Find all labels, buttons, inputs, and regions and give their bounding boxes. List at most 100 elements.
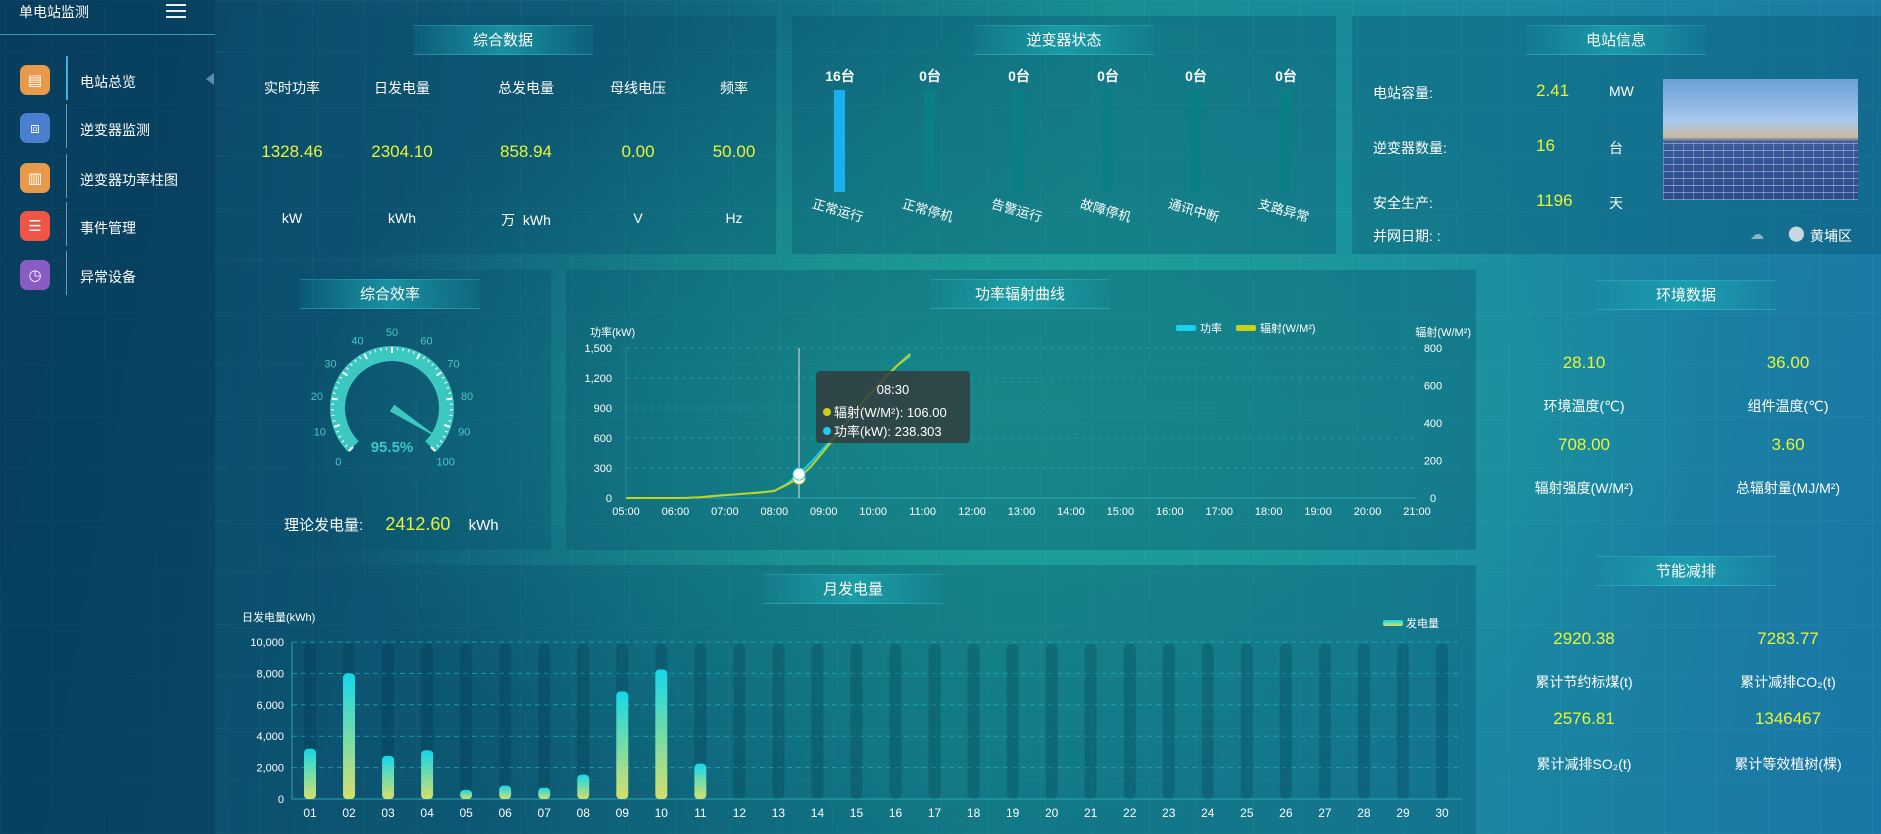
bar[interactable] xyxy=(577,774,590,799)
panel-title: 综合效率 xyxy=(300,279,480,309)
x-tick-label: 21 xyxy=(1084,806,1098,820)
cloud-icon[interactable]: ☁ xyxy=(1750,226,1764,242)
info-unit: 台 xyxy=(1609,140,1623,156)
summary-label: 日发电量 xyxy=(374,80,430,96)
x-tick-label: 09:00 xyxy=(810,506,838,518)
bar[interactable] xyxy=(655,669,668,799)
legend-label[interactable]: 功率 xyxy=(1200,321,1222,335)
inverter-count: 0台 xyxy=(919,68,941,84)
bar[interactable] xyxy=(616,691,629,799)
gauge-tick xyxy=(342,371,349,377)
hamburger-icon[interactable] xyxy=(166,2,186,20)
legend-swatch[interactable] xyxy=(1236,325,1256,331)
y-tick-right: 0 xyxy=(1430,493,1436,505)
x-tick-label: 11:00 xyxy=(909,506,936,518)
x-tick-label: 08:00 xyxy=(761,506,789,518)
tooltip-dot xyxy=(823,427,831,435)
gauge-tick-label: 80 xyxy=(461,391,473,403)
gauge-tick xyxy=(334,386,338,389)
metric-value: 2576.81 xyxy=(1553,709,1615,728)
bar-background xyxy=(772,644,785,799)
sidebar-item[interactable]: ▥ 逆变器功率柱图 xyxy=(0,154,215,202)
inverter-count: 16台 xyxy=(825,68,855,84)
gauge-tick xyxy=(445,430,449,433)
inverter-bar-track xyxy=(1013,90,1024,192)
summary-value: 2304.10 xyxy=(371,142,433,161)
active-indicator-icon xyxy=(206,73,214,85)
inverter-count: 0台 xyxy=(1275,68,1297,84)
x-tick-label: 20:00 xyxy=(1354,506,1382,518)
bar[interactable] xyxy=(694,763,707,799)
inverter-count: 0台 xyxy=(1185,68,1207,84)
bar-background xyxy=(577,644,590,799)
sidebar-item-label: 电站总览 xyxy=(80,74,136,90)
gauge-tick-label: 30 xyxy=(324,358,336,370)
x-tick-label: 21:00 xyxy=(1403,506,1431,518)
metric-value: 7283.77 xyxy=(1757,629,1819,648)
sidebar-item[interactable]: ⧈ 逆变器监测 xyxy=(0,104,215,152)
power-radiation-panel: 功率辐射曲线 功率(kW) 辐射(W/M²) 0 300 600 900 1,200 1,50… xyxy=(566,270,1476,550)
inverter-status-label: 支路异常 xyxy=(1256,196,1311,225)
inverter-bar-track xyxy=(1190,90,1201,192)
clock-list-icon: ◷ xyxy=(20,260,50,290)
bar-background xyxy=(1279,644,1292,799)
x-tick-label: 18 xyxy=(967,806,981,820)
y-tick-left: 1,200 xyxy=(584,373,612,385)
location-text[interactable]: 黄埔区 xyxy=(1810,228,1852,244)
x-tick-label: 08 xyxy=(577,806,591,820)
gauge-tick xyxy=(443,424,451,428)
bar[interactable] xyxy=(343,673,356,799)
legend-label[interactable]: 发电量 xyxy=(1406,616,1439,630)
metric-label: 组件温度(℃) xyxy=(1747,398,1829,414)
gauge-tick xyxy=(448,392,452,395)
bar[interactable] xyxy=(382,755,395,799)
bar-background xyxy=(460,644,473,799)
bar-chart-icon: ▥ xyxy=(20,163,50,193)
metric-label: 累计等效植树(棵) xyxy=(1734,756,1842,772)
legend-swatch[interactable] xyxy=(1383,620,1403,626)
metric-label: 累计减排SO₂(t) xyxy=(1536,756,1632,772)
bar-background xyxy=(694,644,707,799)
x-tick-label: 01 xyxy=(303,806,317,820)
inverter-bar-track xyxy=(1280,90,1291,192)
bar-background xyxy=(967,644,980,799)
y-tick-left: 300 xyxy=(594,463,612,475)
sidebar-item-label: 事件管理 xyxy=(80,220,136,236)
x-tick-label: 14:00 xyxy=(1057,506,1085,518)
sidebar-item[interactable]: ▤ 电站总览 xyxy=(0,56,215,104)
legend-label[interactable]: 辐射(W/M²) xyxy=(1260,321,1316,335)
y-tick-left: 0 xyxy=(606,493,612,505)
metric-value: 708.00 xyxy=(1558,435,1610,454)
summary-unit: kWh xyxy=(388,210,416,226)
panel-title: 环境数据 xyxy=(1596,280,1776,310)
gauge-tick xyxy=(332,392,336,395)
bar[interactable] xyxy=(538,787,551,799)
gauge-arc xyxy=(330,346,454,452)
gauge-tick-label: 50 xyxy=(386,327,398,339)
gauge-tick xyxy=(435,371,442,377)
y-tick-label: 8,000 xyxy=(256,668,284,680)
y-tick-left: 1,500 xyxy=(584,343,612,355)
metric-label: 累计节约标煤(t) xyxy=(1535,674,1633,690)
summary-panel: 综合数据 实时功率 1328.46 kW 日发电量 2304.10 kWh 总发电量 858.… xyxy=(230,16,776,254)
x-tick-label: 28 xyxy=(1357,806,1371,820)
sidebar-item[interactable]: ☰ 事件管理 xyxy=(0,202,215,250)
summary-unit: V xyxy=(633,210,643,226)
bar[interactable] xyxy=(460,789,473,799)
notepad-icon: ☰ xyxy=(20,211,50,241)
x-tick-label: 20 xyxy=(1045,806,1059,820)
legend-swatch[interactable] xyxy=(1176,325,1196,331)
bar[interactable] xyxy=(304,748,316,799)
efficiency-panel: 综合效率 0 10 20 30 40 50 60 70 80 90 100 95.5% 理论发电量: … xyxy=(230,270,551,550)
gauge-tick xyxy=(358,356,362,360)
menu-divider xyxy=(66,56,68,100)
metric-label: 总辐射量(MJ/M²) xyxy=(1735,480,1841,496)
gauge-tick-label: 60 xyxy=(420,335,432,347)
bar[interactable] xyxy=(499,785,512,799)
metric-value: 36.00 xyxy=(1766,353,1810,372)
sidebar-item[interactable]: ◷ 异常设备 xyxy=(0,251,215,299)
gauge-tick-label: 100 xyxy=(437,457,455,469)
x-tick-label: 19 xyxy=(1006,806,1020,820)
gauge-tick xyxy=(349,363,353,367)
bar[interactable] xyxy=(421,750,434,799)
